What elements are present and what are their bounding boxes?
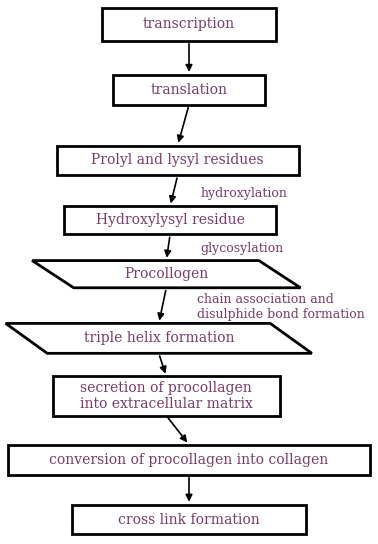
Text: triple helix formation: triple helix formation <box>84 331 234 345</box>
Text: hydroxylation: hydroxylation <box>200 187 287 200</box>
Bar <box>57 145 299 175</box>
Bar <box>53 376 280 416</box>
Text: conversion of procollagen into collagen: conversion of procollagen into collagen <box>50 453 328 467</box>
Text: secretion of procollagen
into extracellular matrix: secretion of procollagen into extracellu… <box>80 381 253 411</box>
Text: cross link formation: cross link formation <box>118 512 260 527</box>
Bar <box>102 8 276 41</box>
Text: Prolyl and lysyl residues: Prolyl and lysyl residues <box>91 153 264 168</box>
Text: transcription: transcription <box>143 17 235 32</box>
Bar <box>64 206 276 234</box>
Text: Hydroxylysyl residue: Hydroxylysyl residue <box>96 213 245 227</box>
Bar <box>113 75 265 105</box>
Text: Procollogen: Procollogen <box>124 267 208 281</box>
Text: translation: translation <box>150 83 228 97</box>
Text: glycosylation: glycosylation <box>200 242 284 255</box>
Polygon shape <box>32 261 301 288</box>
Bar <box>72 505 306 534</box>
Bar <box>8 445 370 474</box>
Text: chain association and
disulphide bond formation: chain association and disulphide bond fo… <box>197 293 364 321</box>
Polygon shape <box>6 323 312 354</box>
